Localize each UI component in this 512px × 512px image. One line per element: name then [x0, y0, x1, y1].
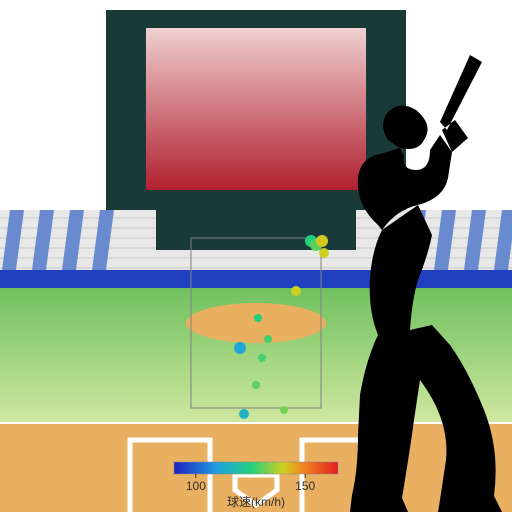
colorbar-tick-label: 150 — [295, 479, 315, 493]
pitch-marker — [254, 314, 262, 322]
colorbar-tick-label: 100 — [186, 479, 206, 493]
pitch-marker — [258, 354, 266, 362]
colorbar-axis-label: 球速(km/h) — [227, 495, 285, 509]
pitch-marker — [252, 381, 260, 389]
pitch-marker — [264, 335, 272, 343]
pitch-marker — [234, 342, 246, 354]
colorbar — [174, 462, 338, 474]
pitch-marker — [291, 286, 301, 296]
pitch-marker — [239, 409, 249, 419]
pitch-marker — [319, 248, 329, 258]
pitch-marker — [316, 235, 328, 247]
pitch-marker — [280, 406, 288, 414]
